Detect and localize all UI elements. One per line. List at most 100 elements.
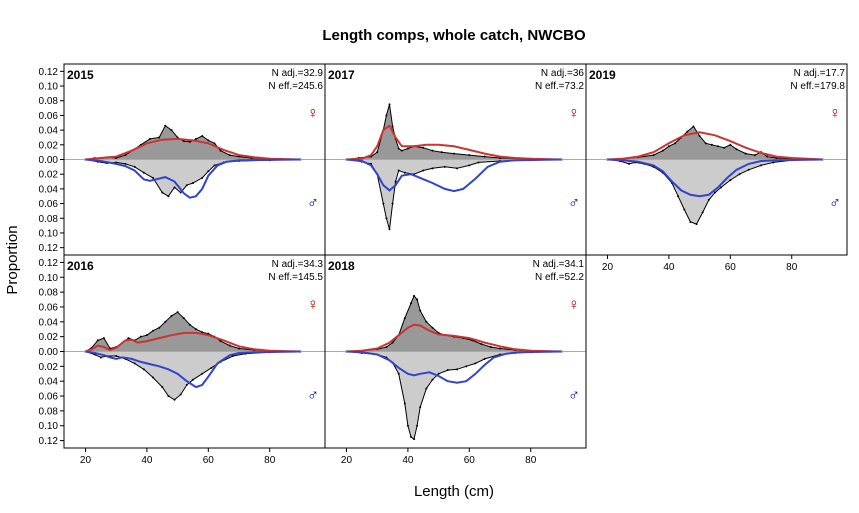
male-symbol-icon: ♂	[568, 388, 580, 405]
male-expected-line	[85, 158, 301, 199]
n-eff-label: N eff.=52.2	[535, 272, 584, 283]
male-observed-point	[391, 202, 394, 205]
female-symbol-icon: ♀	[568, 105, 580, 122]
female-observed-point	[148, 137, 151, 140]
male-observed-point	[422, 169, 425, 172]
panel-frame	[585, 63, 848, 256]
x-tick-label: 40	[402, 455, 414, 466]
male-observed-point	[431, 378, 434, 381]
female-observed-point	[661, 149, 664, 152]
y-tick-label: 0.10	[39, 421, 59, 432]
y-tick-label: 0.04	[39, 184, 59, 195]
n-eff-label: N eff.=73.2	[535, 81, 584, 92]
female-observed-area	[607, 126, 823, 160]
y-tick-label: 0.04	[39, 126, 59, 137]
female-observed-point	[376, 151, 379, 154]
x-tick-label: 40	[663, 262, 675, 273]
female-observed-point	[188, 323, 191, 326]
male-observed-point	[191, 378, 194, 381]
female-observed-point	[409, 302, 412, 305]
female-observed-point	[170, 314, 173, 317]
female-observed-point	[729, 143, 732, 146]
male-observed-point	[403, 171, 406, 174]
female-observed-point	[397, 147, 400, 150]
panel-frame	[324, 254, 587, 449]
female-observed-point	[406, 147, 409, 150]
male-observed-point	[772, 161, 775, 164]
female-observed-point	[388, 103, 391, 106]
male-observed-point	[124, 162, 127, 165]
y-tick-label: 0.08	[39, 288, 59, 299]
male-observed-point	[747, 168, 750, 171]
male-observed-point	[382, 202, 385, 205]
panel-year-label: 2019	[589, 68, 616, 82]
n-adj-label: N adj.=36	[541, 68, 585, 79]
male-expected-line	[346, 350, 562, 384]
female-expected-line	[346, 124, 562, 161]
female-observed-point	[195, 137, 198, 140]
male-observed-point	[210, 366, 213, 369]
female-observed-point	[419, 309, 422, 312]
female-observed-point	[201, 134, 204, 137]
female-expected-line	[607, 131, 823, 161]
female-observed-point	[96, 339, 99, 342]
n-eff-label: N eff.=179.8	[790, 81, 845, 92]
male-observed-point	[677, 195, 680, 198]
female-symbol-icon: ♀	[568, 296, 580, 313]
panel-year-label: 2018	[328, 259, 355, 273]
male-observed-point	[213, 164, 216, 167]
y-tick-label: 0.00	[39, 347, 59, 358]
male-observed-point	[173, 398, 176, 401]
male-observed-point	[760, 164, 763, 167]
male-observed-area	[346, 159, 562, 230]
panel-year-label: 2017	[328, 68, 355, 82]
male-symbol-icon: ♂	[568, 195, 580, 212]
male-observed-point	[191, 182, 194, 185]
n-adj-label: N adj.=34.1	[533, 259, 585, 270]
male-observed-point	[413, 438, 416, 441]
male-observed-point	[403, 402, 406, 405]
y-tick-label: 0.10	[39, 82, 59, 93]
x-tick-label: 60	[203, 455, 215, 466]
female-observed-point	[723, 146, 726, 149]
male-observed-point	[167, 395, 170, 398]
x-tick-label: 60	[464, 455, 476, 466]
female-observed-point	[735, 148, 738, 151]
female-observed-point	[753, 154, 756, 157]
x-tick-label: 40	[141, 455, 153, 466]
male-symbol-icon: ♂	[307, 195, 319, 212]
male-observed-outline	[85, 351, 301, 401]
female-observed-point	[652, 154, 655, 157]
male-observed-point	[167, 195, 170, 198]
male-observed-area	[346, 351, 562, 440]
panel-2017: 2017 N adj.=36 N eff.=73.2 ♀ ♂	[324, 63, 587, 256]
male-observed-point	[115, 354, 118, 357]
female-observed-point	[152, 329, 155, 332]
y-tick-label: 0.08	[39, 214, 59, 225]
male-observed-point	[207, 170, 210, 173]
female-observed-point	[667, 145, 670, 148]
female-observed-point	[158, 136, 161, 139]
female-observed-point	[238, 347, 241, 350]
n-adj-label: N adj.=32.9	[272, 68, 324, 79]
y-tick-label: 0.02	[39, 140, 59, 151]
female-observed-point	[228, 344, 231, 347]
male-observed-point	[419, 406, 422, 409]
male-observed-point	[397, 169, 400, 172]
female-observed-point	[692, 125, 695, 128]
female-observed-point	[219, 149, 222, 152]
female-observed-point	[182, 317, 185, 320]
male-observed-point	[394, 180, 397, 183]
female-observed-point	[499, 347, 502, 350]
female-observed-point	[176, 311, 179, 314]
n-eff-label: N eff.=245.6	[268, 81, 323, 92]
male-observed-point	[161, 191, 164, 194]
male-observed-point	[425, 387, 428, 390]
female-observed-point	[158, 326, 161, 329]
male-observed-point	[720, 186, 723, 189]
male-observed-point	[456, 167, 459, 170]
female-observed-area	[85, 125, 301, 160]
male-observed-area	[85, 351, 301, 400]
female-observed-point	[228, 154, 231, 157]
